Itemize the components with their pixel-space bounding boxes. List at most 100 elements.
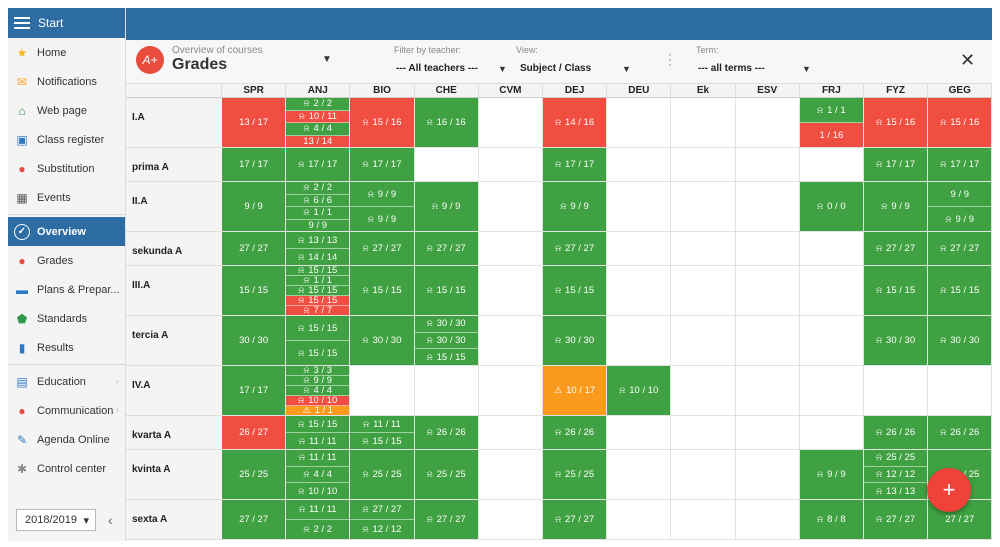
grade-segment[interactable]: ⍾ 11 / 11 <box>286 500 350 520</box>
grade-cell[interactable]: ⍾ 15 / 15 <box>543 266 608 316</box>
grade-cell[interactable]: 17 / 17 <box>222 366 287 416</box>
row-label[interactable]: sekunda A <box>126 232 222 266</box>
grade-cell[interactable]: 15 / 15 <box>222 266 287 316</box>
grade-segment[interactable]: 9 / 9 <box>928 182 992 207</box>
grade-cell[interactable]: ⍾ 27 / 27 <box>543 500 608 540</box>
sidebar-item-standards[interactable]: ⬟ Standards <box>8 304 125 333</box>
grade-segment[interactable]: 17 / 17 <box>222 148 286 181</box>
grade-cell[interactable]: 9 / 9 <box>222 182 287 232</box>
grade-segment[interactable]: ⍾ 15 / 15 <box>286 316 350 341</box>
view-select[interactable]: Subject / Class <box>520 63 592 74</box>
grade-segment[interactable]: ⍾ 0 / 0 <box>799 182 863 231</box>
grade-cell[interactable]: ⍾ 15 / 15 <box>414 266 479 316</box>
sidebar-item-results[interactable]: ▮ Results <box>8 333 125 362</box>
row-label[interactable]: tercia A <box>126 316 222 366</box>
grade-segment[interactable]: ⍾ 26 / 26 <box>864 416 928 449</box>
grade-segment[interactable]: ⍾ 27 / 27 <box>864 500 928 539</box>
grade-segment[interactable]: ⍾ 15 / 15 <box>864 266 928 315</box>
grade-segment[interactable]: ⍾ 26 / 26 <box>928 416 992 449</box>
grade-segment[interactable]: 13 / 17 <box>222 98 286 147</box>
grade-segment[interactable]: ⍾ 15 / 16 <box>928 98 992 147</box>
grade-cell[interactable]: ⍾ 11 / 11 ⍾ 2 / 2 <box>286 500 351 540</box>
grade-segment[interactable]: ⍾ 11 / 11 <box>286 433 350 449</box>
grade-segment[interactable]: ⚠ 10 / 17 <box>543 366 607 415</box>
grade-cell[interactable]: ⍾ 15 / 15 ⍾ 11 / 11 <box>286 416 351 450</box>
grade-cell[interactable]: ⍾ 16 / 16 <box>414 98 479 148</box>
sidebar-header[interactable]: Start <box>8 8 125 38</box>
grade-cell[interactable]: ⍾ 9 / 9 ⍾ 9 / 9 <box>350 182 415 232</box>
grade-segment[interactable]: ⍾ 9 / 9 <box>864 182 928 231</box>
grade-segment[interactable]: ⍾ 9 / 9 <box>350 207 414 231</box>
grade-segment[interactable]: ⍾ 9 / 9 <box>350 182 414 207</box>
grade-segment[interactable]: ⍾ 27 / 27 <box>864 232 928 265</box>
grade-segment[interactable]: ⍾ 7 / 7 <box>286 305 350 315</box>
grade-segment[interactable]: 9 / 9 <box>222 182 286 231</box>
grade-segment[interactable]: 17 / 17 <box>222 366 286 415</box>
grade-segment[interactable]: ⍾ 13 / 13 <box>864 483 928 499</box>
column-header[interactable]: FRJ <box>799 84 864 98</box>
grade-cell[interactable]: ⚠ 10 / 17 <box>543 366 608 416</box>
grade-cell[interactable]: ⍾ 25 / 25 ⍾ 12 / 12 ⍾ 13 / 13 <box>864 450 929 500</box>
grade-cell[interactable]: ⍾ 9 / 9 <box>864 182 929 232</box>
grade-cell[interactable]: ⍾ 15 / 16 <box>350 98 415 148</box>
grade-cell[interactable]: ⍾ 15 / 16 <box>928 98 992 148</box>
grade-cell[interactable]: 9 / 9 ⍾ 9 / 9 <box>928 182 992 232</box>
grade-segment[interactable]: ⍾ 15 / 16 <box>350 98 414 147</box>
grade-segment[interactable]: ⍾ 9 / 9 <box>928 207 992 231</box>
grade-segment[interactable]: ⍾ 15 / 15 <box>350 433 414 449</box>
row-label[interactable]: prima A <box>126 148 222 182</box>
grade-segment[interactable]: 27 / 27 <box>222 500 286 539</box>
grade-segment[interactable]: ⍾25 / 25 <box>414 450 478 499</box>
grade-segment[interactable]: ⍾ 1 / 1 <box>286 207 350 220</box>
grade-cell[interactable]: 25 / 25 <box>222 450 287 500</box>
grade-cell[interactable]: ⍾ 9 / 9 <box>414 182 479 232</box>
grade-segment[interactable]: 13 / 14 <box>286 135 350 147</box>
grade-cell[interactable]: ⍾ 11 / 11 ⍾ 4 / 4 ⍾ 10 / 10 <box>286 450 351 500</box>
grade-cell[interactable]: 27 / 27 <box>222 500 287 540</box>
hamburger-icon[interactable] <box>14 17 30 29</box>
grade-segment[interactable]: ⍾ 30 / 30 <box>414 332 478 350</box>
row-label[interactable]: kvarta A <box>126 416 222 450</box>
row-label[interactable]: kvinta A <box>126 450 222 500</box>
grade-segment[interactable]: ⍾ 27 / 27 <box>543 232 607 265</box>
grade-segment[interactable]: ⍾ 15 / 15 <box>543 266 607 315</box>
grade-segment[interactable]: 27 / 27 <box>222 232 286 265</box>
column-header[interactable]: Ek <box>671 84 736 98</box>
grade-segment[interactable]: ⍾ 26 / 26 <box>543 416 607 449</box>
grade-segment[interactable]: ⍾25 / 25 <box>350 450 414 499</box>
grade-segment[interactable]: 15 / 15 <box>222 266 286 315</box>
more-options-icon[interactable]: · · · <box>668 47 672 71</box>
grade-segment[interactable]: ⍾ 4 / 4 <box>286 385 350 396</box>
sidebar-item-grades[interactable]: ● Grades <box>8 246 125 275</box>
grade-cell[interactable]: ⍾ 30 / 30 <box>928 316 992 366</box>
sidebar-item-notifications[interactable]: ✉ Notifications <box>8 67 125 96</box>
chevron-down-icon[interactable]: ▼ <box>802 64 811 74</box>
grade-segment[interactable]: ⍾25 / 25 <box>543 450 607 499</box>
sidebar-item-overview[interactable]: ✓ Overview <box>8 217 125 246</box>
grade-segment[interactable]: ⍾ 8 / 8 <box>799 500 863 539</box>
grade-segment[interactable]: ⍾ 9 / 9 <box>543 182 607 231</box>
grade-cell[interactable]: ⍾ 27 / 27 <box>864 500 929 540</box>
grade-segment[interactable]: 25 / 25 <box>222 450 286 499</box>
sidebar-item-class-register[interactable]: ▣ Class register <box>8 125 125 154</box>
grade-cell[interactable]: ⍾ 27 / 27 <box>414 232 479 266</box>
close-icon[interactable]: ✕ <box>960 50 976 70</box>
grade-segment[interactable]: ⍾ 4 / 4 <box>286 466 350 484</box>
grade-cell[interactable]: ⍾ 15 / 15 <box>864 266 929 316</box>
grade-cell[interactable]: ⍾ 26 / 26 <box>928 416 992 450</box>
grade-segment[interactable]: ⍾ 2 / 2 <box>286 520 350 539</box>
sidebar-item-events[interactable]: ▦ Events <box>8 183 125 212</box>
column-header[interactable]: DEJ <box>543 84 608 98</box>
column-header[interactable]: ESV <box>735 84 800 98</box>
grade-segment[interactable]: ⍾ 27 / 27 <box>350 232 414 265</box>
grade-cell[interactable]: ⍾25 / 25 <box>414 450 479 500</box>
grade-cell[interactable]: ⍾ 27 / 27 ⍾ 12 / 12 <box>350 500 415 540</box>
grade-cell[interactable]: ⍾ 15 / 15 ⍾ 1 / 1 ⍾ 15 / 15 ⍾ 15 / 15 ⍾ 7 / 7 <box>286 266 351 316</box>
chevron-down-icon[interactable]: ▼ <box>498 64 507 74</box>
chevron-down-icon[interactable]: ▼ <box>322 54 332 65</box>
row-label[interactable]: IV.A <box>126 366 222 416</box>
column-header[interactable]: FYZ <box>864 84 929 98</box>
grade-segment[interactable]: 1 / 16 <box>799 123 863 147</box>
grade-cell[interactable]: ⍾ 1 / 1 1 / 16 <box>799 98 864 148</box>
chevron-down-icon[interactable]: ▼ <box>622 64 631 74</box>
